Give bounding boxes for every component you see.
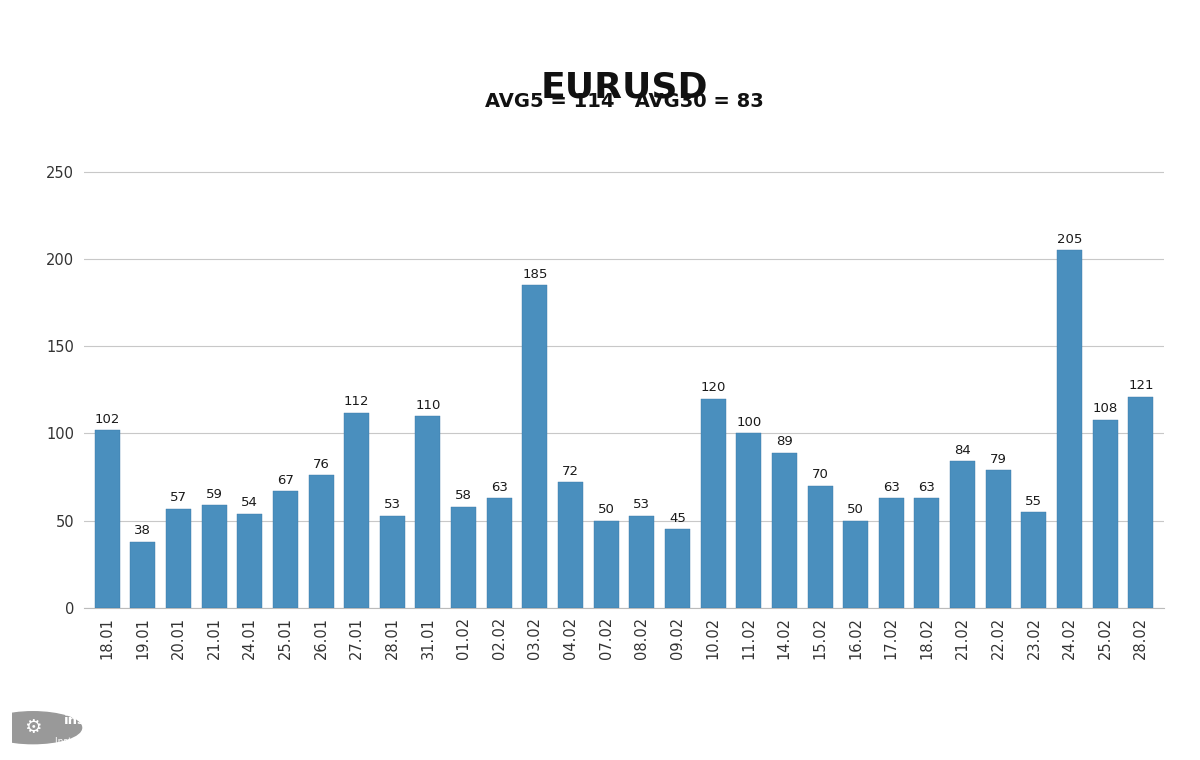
Text: 50: 50 xyxy=(598,503,614,516)
Bar xyxy=(380,515,404,608)
Text: Instant Forex Trading: Instant Forex Trading xyxy=(55,737,150,746)
Text: 112: 112 xyxy=(344,395,370,408)
Bar xyxy=(772,453,797,608)
Bar xyxy=(451,507,476,608)
Bar xyxy=(487,498,511,608)
Text: 205: 205 xyxy=(1057,233,1082,246)
Bar xyxy=(665,530,690,608)
Text: 63: 63 xyxy=(491,480,508,494)
Bar xyxy=(1093,420,1117,608)
Text: 38: 38 xyxy=(134,524,151,537)
Text: 57: 57 xyxy=(170,491,187,504)
Text: 53: 53 xyxy=(384,498,401,511)
Bar xyxy=(878,498,904,608)
Bar xyxy=(202,505,227,608)
Text: ⚙: ⚙ xyxy=(24,718,42,737)
Text: 79: 79 xyxy=(990,453,1007,466)
Text: 108: 108 xyxy=(1092,402,1118,415)
Title: EURUSD: EURUSD xyxy=(540,71,708,105)
Bar xyxy=(558,483,583,608)
Text: 53: 53 xyxy=(634,498,650,511)
Text: 63: 63 xyxy=(918,480,936,494)
Bar xyxy=(272,491,298,608)
Bar xyxy=(629,515,654,608)
Text: 102: 102 xyxy=(95,413,120,426)
Text: 100: 100 xyxy=(736,416,761,429)
Text: 63: 63 xyxy=(883,480,900,494)
Bar xyxy=(1128,397,1153,608)
Bar xyxy=(594,521,619,608)
Text: 67: 67 xyxy=(277,473,294,486)
Text: 76: 76 xyxy=(312,458,330,471)
Text: 84: 84 xyxy=(954,444,971,457)
Bar xyxy=(166,508,191,608)
Text: 70: 70 xyxy=(811,468,828,482)
Bar xyxy=(308,475,334,608)
Text: 89: 89 xyxy=(776,435,793,448)
Text: 185: 185 xyxy=(522,268,547,280)
Bar xyxy=(522,285,547,608)
Text: 54: 54 xyxy=(241,496,258,509)
Bar xyxy=(1021,512,1046,608)
Bar xyxy=(1057,250,1082,608)
Bar xyxy=(95,430,120,608)
Bar xyxy=(701,398,726,608)
Text: 50: 50 xyxy=(847,503,864,516)
Text: 121: 121 xyxy=(1128,379,1153,392)
Bar xyxy=(238,514,263,608)
Bar xyxy=(344,413,370,608)
Bar xyxy=(737,433,761,608)
Text: 120: 120 xyxy=(701,382,726,394)
Bar xyxy=(415,416,440,608)
Circle shape xyxy=(0,711,82,743)
Text: 59: 59 xyxy=(205,488,222,501)
Text: 45: 45 xyxy=(670,512,686,525)
Text: 72: 72 xyxy=(562,465,580,478)
Text: 55: 55 xyxy=(1026,495,1043,508)
Bar xyxy=(808,486,833,608)
Text: instaforex: instaforex xyxy=(65,714,140,727)
Bar xyxy=(985,470,1010,608)
Text: 110: 110 xyxy=(415,399,440,412)
Bar xyxy=(950,461,976,608)
Bar xyxy=(131,542,155,608)
Text: 58: 58 xyxy=(455,489,472,502)
Bar xyxy=(844,521,868,608)
Bar xyxy=(914,498,940,608)
Text: AVG5 = 114   AVG30 = 83: AVG5 = 114 AVG30 = 83 xyxy=(485,92,763,111)
